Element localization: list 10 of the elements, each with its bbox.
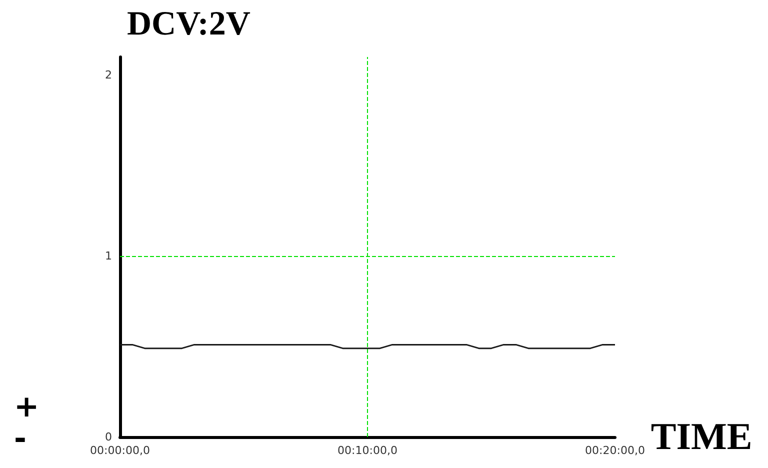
text: + [14, 390, 40, 424]
chart-title: DCV:2V [127, 6, 251, 42]
x-tick-label: 00:20:00,0 [585, 444, 645, 457]
x-tick-label: 00:00:00,0 [90, 444, 150, 457]
x-tick-label: 00:10:00,0 [338, 444, 398, 457]
y-tick-label: 2 [105, 68, 112, 82]
x-axis-title: TIME [650, 416, 752, 458]
y-tick-label: 0 [105, 430, 112, 444]
y-tick-label: 1 [105, 250, 112, 263]
text: - [14, 422, 26, 456]
